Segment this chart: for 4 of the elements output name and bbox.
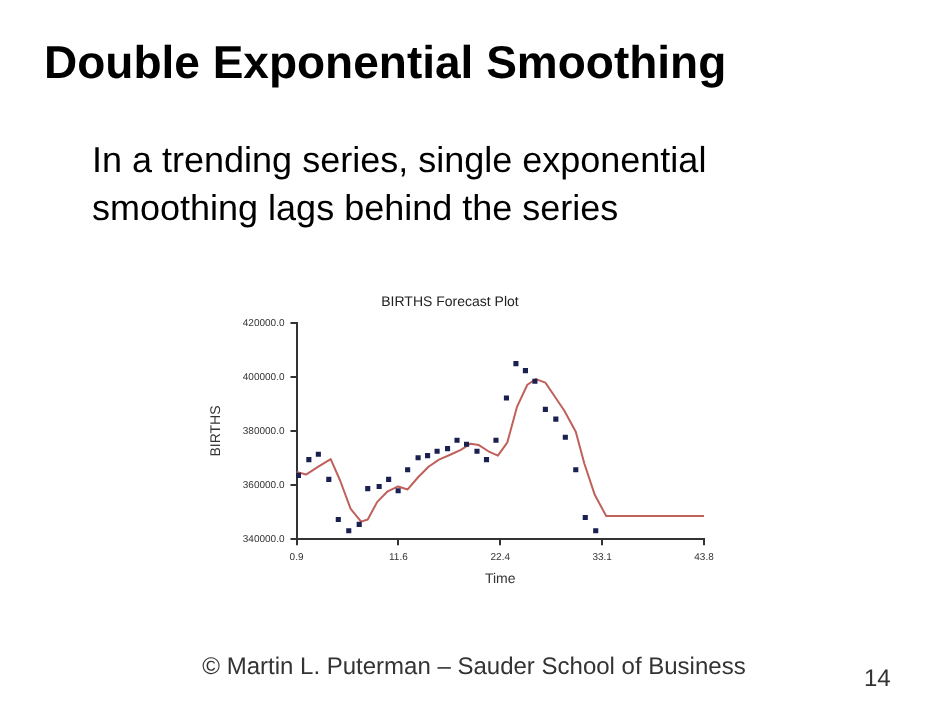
text: In a trending series, single exponential smoothing lags behind the series [92, 138, 709, 232]
text: © Martin L. Puterman – Sauder School of Business [202, 652, 746, 680]
text: Double Exponential Smoothing [44, 36, 727, 90]
text: 14 [864, 664, 891, 692]
